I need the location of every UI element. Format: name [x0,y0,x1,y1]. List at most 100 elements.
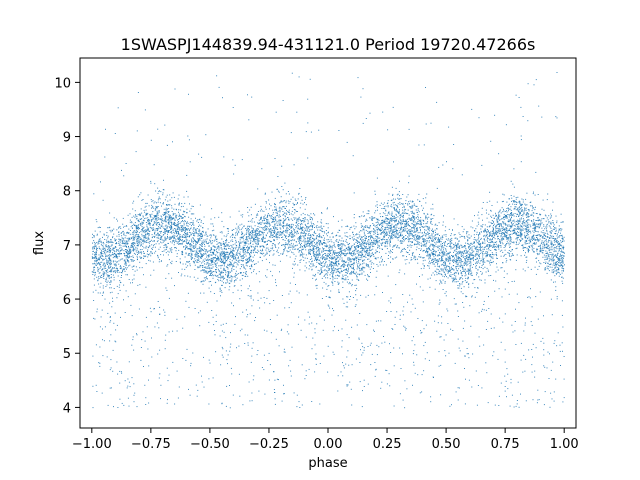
data-point [515,344,517,345]
data-point [304,214,306,216]
data-point [344,260,345,262]
data-point [296,221,297,223]
data-point [515,94,517,96]
data-point [369,112,371,114]
data-point [467,257,469,258]
data-point [158,377,160,379]
data-point [202,261,204,263]
data-point [505,217,507,219]
data-point [322,257,324,259]
data-point [530,226,532,228]
data-point [442,289,444,290]
data-point [295,284,296,285]
data-point [445,235,447,237]
data-point [425,223,427,225]
data-point [510,206,512,208]
data-point [308,368,310,370]
data-point [292,243,294,245]
data-point [313,251,315,253]
data-point [288,211,289,213]
data-point [433,240,435,242]
data-point [149,214,151,215]
data-point [475,266,477,268]
data-point [192,233,194,235]
data-point [246,238,248,240]
data-point [223,272,224,274]
data-point [114,271,116,273]
data-point [505,224,506,226]
data-point [287,244,289,246]
data-point [123,284,125,286]
data-point [539,213,541,215]
data-point [386,245,388,247]
data-point [166,230,168,232]
data-point [201,262,203,264]
data-point [440,364,442,366]
data-point [291,231,293,232]
data-point [247,261,248,263]
data-point [198,234,200,236]
data-point [227,279,228,281]
data-point [347,279,349,280]
data-point [321,212,322,214]
data-point [467,243,469,245]
data-point [228,282,230,284]
data-point [469,305,471,307]
data-point [355,247,357,249]
data-point [445,226,447,228]
data-point [494,241,496,243]
data-point [399,347,401,349]
data-point [532,343,534,345]
data-point [155,217,157,219]
data-point [347,249,348,251]
data-point [500,233,502,234]
data-point [133,249,135,251]
data-point [412,216,414,217]
data-point [469,265,471,267]
data-point [373,239,375,241]
data-point [537,389,539,391]
data-point [269,364,271,366]
data-point [554,227,556,229]
data-point [346,272,348,274]
data-point [487,320,489,322]
data-point [184,236,185,238]
data-point [412,227,414,229]
data-point [471,250,473,251]
data-point [283,220,285,222]
data-point [307,242,309,244]
data-point [157,301,159,302]
data-point [206,250,208,252]
data-point [109,261,111,263]
data-point [390,200,392,201]
data-point [559,265,561,267]
data-point [385,369,387,371]
data-point [228,242,230,243]
data-point [207,243,209,244]
data-point [265,258,267,260]
data-point [169,227,171,229]
data-point [450,274,452,276]
data-point [130,251,132,253]
data-point [115,257,117,259]
data-point [392,106,394,108]
data-point [126,252,128,254]
data-point [553,245,555,246]
data-point [140,256,142,258]
data-point [166,402,168,404]
data-point [394,220,396,222]
data-point [222,243,224,245]
data-point [510,243,512,245]
data-point [134,253,136,255]
data-point [205,239,207,241]
data-point [544,237,546,239]
data-point [346,301,348,303]
data-point [485,230,487,232]
data-point [295,232,297,233]
data-point [214,260,216,262]
data-point [190,208,192,210]
data-point [122,230,124,232]
data-point [272,234,274,236]
data-point [345,306,347,308]
data-point [349,249,351,251]
